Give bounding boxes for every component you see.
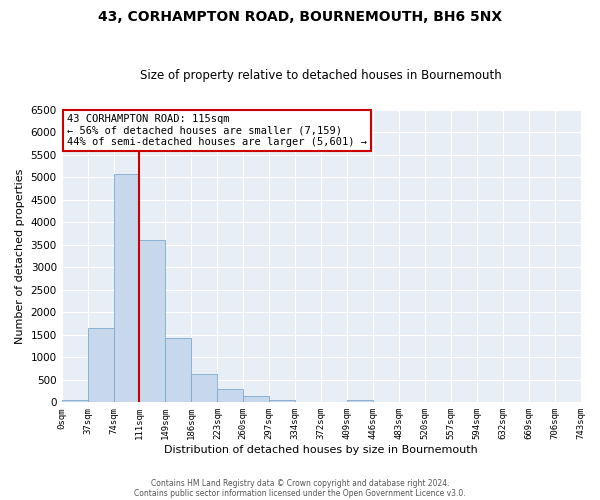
Bar (62, 400, 88, 402)
Title: Size of property relative to detached houses in Bournemouth: Size of property relative to detached ho… (140, 69, 502, 82)
Bar (191, 374, 217, 402)
Text: 43 CORHAMPTON ROAD: 115sqm
← 56% of detached houses are smaller (7,159)
44% of s: 43 CORHAMPTON ROAD: 115sqm ← 56% of deta… (67, 114, 367, 147)
Text: Contains public sector information licensed under the Open Government Licence v3: Contains public sector information licen… (134, 488, 466, 498)
Bar (166, 338, 191, 402)
Text: 43, CORHAMPTON ROAD, BOURNEMOUTH, BH6 5NX: 43, CORHAMPTON ROAD, BOURNEMOUTH, BH6 5N… (98, 10, 502, 24)
Bar (139, 240, 166, 402)
Text: Contains HM Land Registry data © Crown copyright and database right 2024.: Contains HM Land Registry data © Crown c… (151, 478, 449, 488)
Bar (347, 400, 373, 402)
Y-axis label: Number of detached properties: Number of detached properties (15, 168, 25, 344)
Bar (113, 174, 139, 402)
X-axis label: Distribution of detached houses by size in Bournemouth: Distribution of detached houses by size … (164, 445, 478, 455)
Bar (88, 328, 113, 402)
Bar (269, 400, 295, 402)
Bar (243, 396, 269, 402)
Bar (217, 390, 243, 402)
